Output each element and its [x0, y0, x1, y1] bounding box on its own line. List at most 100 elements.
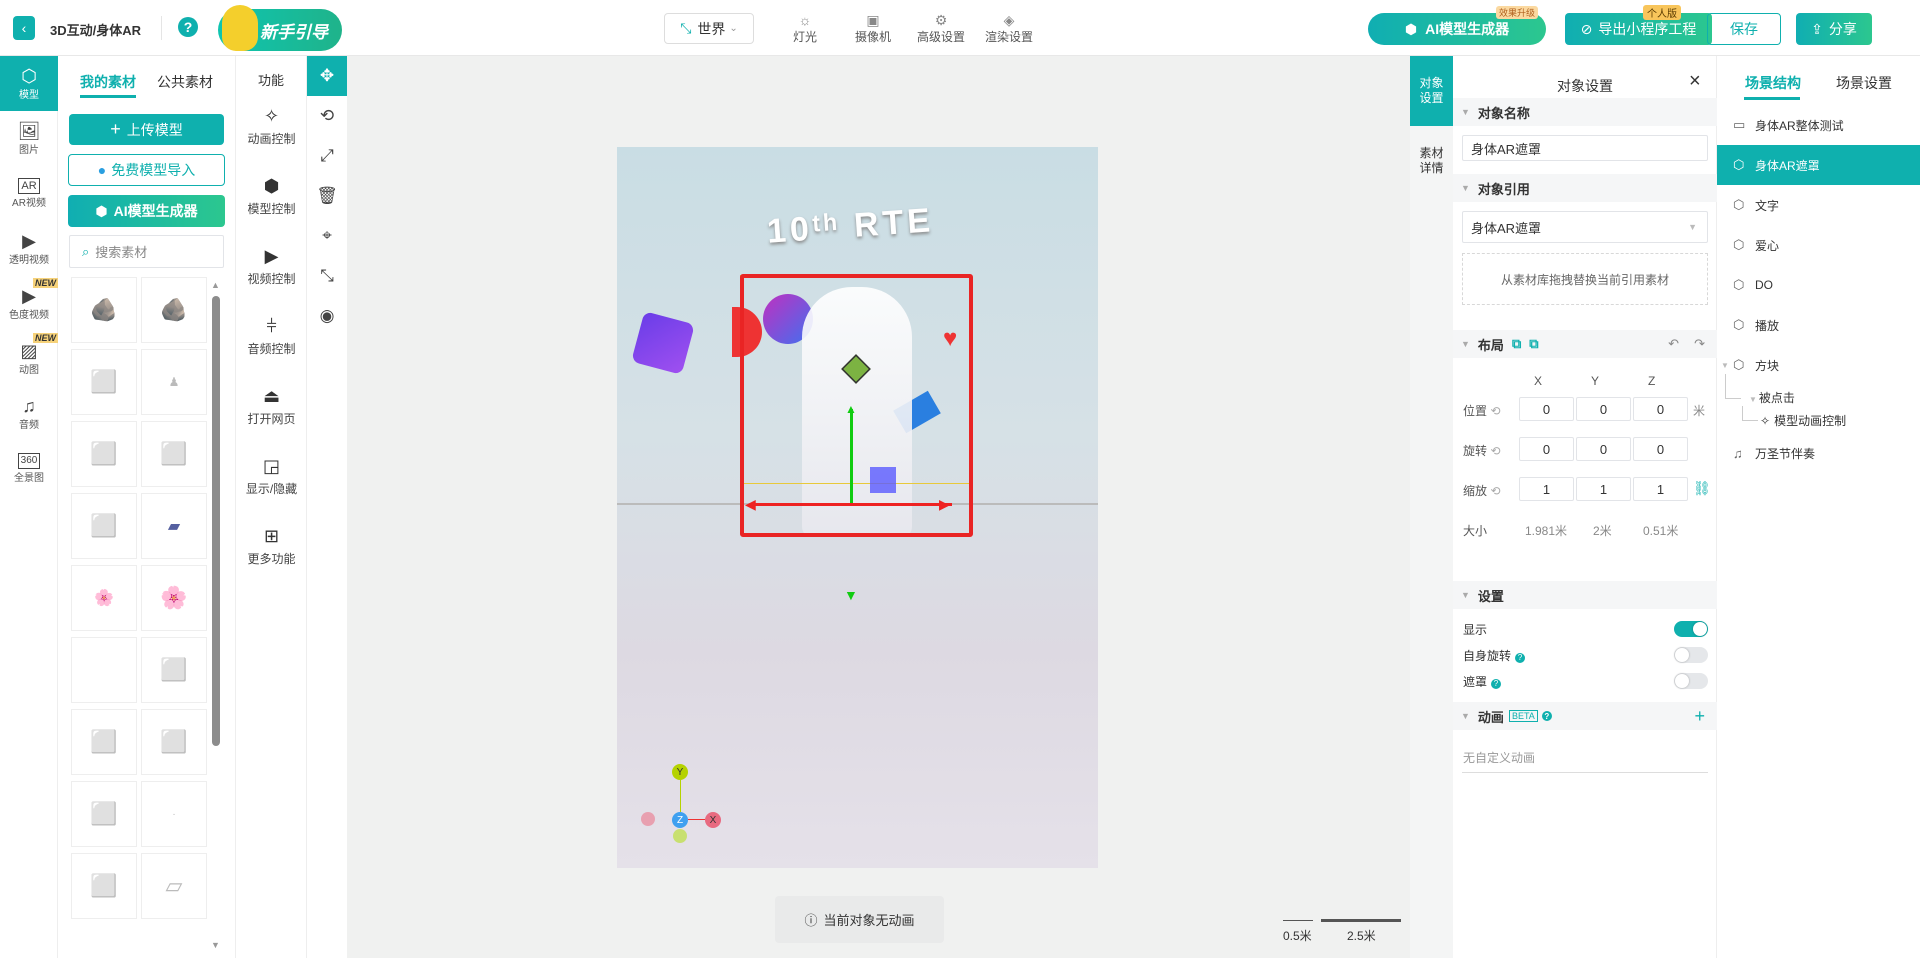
gizmo-x-axis[interactable] — [752, 503, 952, 506]
scale-z[interactable]: 1 — [1633, 477, 1688, 501]
scene-item-selected[interactable]: ⬡ 身体AR遮罩 — [1717, 145, 1920, 185]
export-miniprogram-button[interactable]: ⊘ 导出小程序工程 — [1565, 13, 1712, 45]
asset-thumbnail[interactable]: ▱ — [141, 853, 207, 919]
asset-thumbnail[interactable]: 🪨 — [141, 277, 207, 343]
phone-viewport[interactable]: 10ᵗʰ RTE ♥ ▲ ◀ ▶ ▼ Y Z X — [617, 147, 1098, 868]
func-audio-control[interactable]: ⫩ 音频控制 — [236, 316, 307, 357]
ai-generator-button-side[interactable]: ⬢ AI模型生成器 — [68, 195, 225, 227]
share-button[interactable]: ⇪ 分享 — [1796, 13, 1872, 45]
asset-thumbnail[interactable]: 🪨 — [71, 277, 137, 343]
render-settings-tool[interactable]: ◈ 渲染设置 — [979, 12, 1039, 45]
ref-drop-zone[interactable]: 从素材库拖拽替换当前引用素材 — [1462, 253, 1708, 305]
scale-y[interactable]: 1 — [1576, 477, 1631, 501]
func-video-control[interactable]: ▶ 视频控制 — [236, 246, 307, 287]
visible-toggle[interactable] — [1674, 621, 1708, 637]
lock-ratio-icon[interactable]: ⛓ — [1693, 480, 1711, 496]
func-open-webpage[interactable]: ⏏ 打开网页 — [236, 386, 307, 427]
light-tool[interactable]: ☼ 灯光 — [775, 12, 835, 45]
gizmo-plane-handle[interactable] — [870, 467, 896, 493]
redo-icon[interactable]: ↷ — [1694, 336, 1705, 351]
free-model-import-button[interactable]: ● 免费模型导入 — [68, 154, 225, 186]
world-select[interactable]: ⤡ 世界 ⌄ — [664, 13, 754, 44]
self-rotate-toggle[interactable] — [1674, 647, 1708, 663]
asset-thumbnail[interactable]: ⬜ — [71, 493, 137, 559]
axis-y-label[interactable]: Y — [672, 764, 688, 780]
position-z[interactable]: 0 — [1633, 397, 1688, 421]
scale-x[interactable]: 1 — [1519, 477, 1574, 501]
asset-thumbnail[interactable]: ⬜ — [71, 349, 137, 415]
gizmo-y-arrow[interactable]: ▲ — [845, 402, 857, 416]
reset-icon[interactable]: ⟲ — [1490, 484, 1501, 498]
add-animation-icon[interactable]: + — [1694, 705, 1705, 726]
scene-item[interactable]: ♫ 万圣节伴奏 — [1717, 433, 1920, 473]
tab-public-assets[interactable]: 公共素材 — [157, 74, 213, 90]
position-y[interactable]: 0 — [1576, 397, 1631, 421]
scene-item[interactable]: ▭ 身体AR整体测试 — [1717, 105, 1920, 145]
func-more[interactable]: ⊞ 更多功能 — [236, 526, 307, 567]
asset-thumbnail[interactable]: 🌸 — [71, 565, 137, 631]
scale-tool[interactable]: ⤢ — [307, 136, 347, 176]
axis-neg-y-dot[interactable] — [673, 829, 687, 843]
focus-tool[interactable]: ⌖ — [307, 216, 347, 256]
help-icon[interactable]: ? — [1491, 678, 1502, 689]
section-object-name[interactable]: ▼ 对象名称 — [1453, 98, 1717, 126]
nav-panorama[interactable]: 360 全景图 — [0, 441, 58, 496]
asset-thumbnail[interactable]: ⬜ — [141, 709, 207, 775]
section-object-ref[interactable]: ▼ 对象引用 — [1453, 174, 1717, 202]
func-show-hide[interactable]: ◲ 显示/隐藏 — [236, 456, 307, 497]
heart-model[interactable]: ♥ — [943, 325, 958, 352]
object-name-input[interactable]: 身体AR遮罩 — [1462, 135, 1708, 161]
asset-thumbnail[interactable]: ⬜ — [71, 709, 137, 775]
rte-text-model[interactable]: 10ᵗʰ RTE — [765, 201, 936, 251]
section-layout[interactable]: ▼ 布局 ⧉ ⧉ ↶ ↷ — [1453, 330, 1717, 358]
scrollbar[interactable] — [212, 296, 220, 746]
nav-model[interactable]: ⬡ 模型 — [0, 56, 58, 111]
nav-image[interactable]: 🖼 图片 — [0, 111, 58, 166]
search-input[interactable]: ⌕ 搜索素材 — [69, 235, 224, 268]
undo-icon[interactable]: ↶ — [1668, 336, 1679, 351]
body-mask-model[interactable] — [802, 287, 912, 537]
camera-tool[interactable]: ▣ 摄像机 — [843, 12, 903, 45]
move-tool[interactable]: ✥ — [307, 56, 347, 96]
rotation-x[interactable]: 0 — [1519, 437, 1574, 461]
reset-icon[interactable]: ⟲ — [1490, 444, 1501, 458]
nav-gif[interactable]: NEW ▨ 动图 — [0, 331, 58, 386]
asset-thumbnail[interactable]: ⬜ — [71, 421, 137, 487]
tab-scene-settings[interactable]: 场景设置 — [1836, 75, 1892, 91]
object-ref-select[interactable]: 身体AR遮罩 ▼ — [1462, 211, 1708, 243]
asset-thumbnail[interactable]: ⬜ — [71, 781, 137, 847]
asset-thumbnail[interactable]: ⬜ — [141, 421, 207, 487]
rotation-y[interactable]: 0 — [1576, 437, 1631, 461]
scene-item[interactable]: ⬡ 爱心 — [1717, 225, 1920, 265]
gizmo-x-arrow-left[interactable]: ◀ — [745, 496, 756, 512]
asset-thumbnail[interactable]: ♟ — [141, 349, 207, 415]
rotate-tool[interactable]: ⟲ — [307, 96, 347, 136]
asset-thumbnail[interactable] — [71, 637, 137, 703]
advanced-settings-tool[interactable]: ⚙ 高级设置 — [911, 12, 971, 45]
tab-my-assets[interactable]: 我的素材 — [80, 74, 136, 90]
axis-z-label[interactable]: Z — [672, 812, 688, 828]
nav-audio[interactable]: ♫ 音频 — [0, 386, 58, 441]
position-x[interactable]: 0 — [1519, 397, 1574, 421]
nav-transparent-video[interactable]: ▶ 透明视频 — [0, 221, 58, 276]
cube-model[interactable] — [631, 311, 695, 375]
axis-x-label[interactable]: X — [705, 812, 721, 828]
help-icon[interactable]: ? — [1541, 711, 1552, 721]
reset-icon[interactable]: ⟲ — [1490, 404, 1501, 418]
action-item[interactable]: ✧ 模型动画控制 — [1760, 412, 1846, 429]
visibility-tool[interactable]: ◉ — [307, 296, 347, 336]
delete-tool[interactable]: 🗑 — [307, 176, 347, 216]
close-icon[interactable]: × — [1689, 70, 1701, 92]
event-item[interactable]: ▼ 被点击 — [1749, 389, 1795, 406]
mask-toggle[interactable] — [1674, 673, 1708, 689]
tab-object-settings[interactable]: 对象设置 — [1410, 56, 1453, 126]
scene-item[interactable]: ⬡ 文字 — [1717, 185, 1920, 225]
guide-button[interactable]: 新手引导 — [218, 5, 342, 51]
gizmo-x-arrow-right[interactable]: ▶ — [939, 496, 950, 512]
asset-thumbnail[interactable]: ▰ — [141, 493, 207, 559]
rotation-z[interactable]: 0 — [1633, 437, 1688, 461]
section-animation[interactable]: ▼ 动画 BETA? + — [1453, 702, 1717, 730]
camera-marker-icon[interactable]: ▼ — [844, 587, 858, 603]
scene-item[interactable]: ⬡ 播放 — [1717, 305, 1920, 345]
func-model-control[interactable]: ⬢ 模型控制 — [236, 176, 307, 217]
